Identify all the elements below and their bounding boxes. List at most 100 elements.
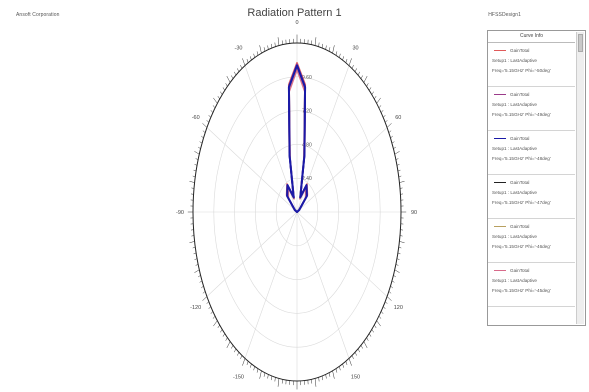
angle-tick (226, 75, 231, 83)
angle-tick-label: -90 (176, 210, 184, 216)
angle-tick (371, 91, 374, 95)
angle-tick (376, 320, 381, 327)
legend-scrollbar[interactable] (576, 32, 584, 324)
angle-tick (394, 269, 400, 273)
angle-tick (378, 105, 382, 109)
angle-tick-label: -30 (235, 45, 243, 51)
angle-tick (321, 375, 324, 381)
angle-tick (394, 151, 400, 155)
angle-tick (363, 341, 368, 349)
angle-tick-label: -150 (233, 375, 244, 381)
angle-tick (256, 51, 259, 56)
angle-tick (217, 324, 220, 329)
angle-tick (267, 374, 269, 379)
grid-spoke (206, 211, 298, 297)
angle-tick (242, 358, 246, 366)
angle-tick (225, 337, 228, 341)
legend-swatch (494, 226, 506, 228)
angle-tick (267, 45, 269, 50)
angle-tick (399, 187, 403, 189)
company-label: Ansoft Corporation (16, 12, 60, 18)
angle-tick (208, 114, 211, 118)
angle-tick (314, 37, 317, 46)
angle-tick-label: 60 (395, 115, 401, 121)
series-curve-highlight (286, 64, 308, 213)
grid-spoke (244, 211, 298, 359)
angle-tick (342, 56, 344, 61)
legend-entry: GainTotal Setup1 : LastAdaptive Freq='5.15… (488, 131, 575, 175)
angle-tick (383, 306, 386, 310)
legend-params: Freq='5.15GHz' Phi='-49deg' (492, 112, 551, 117)
radial-tick-label: 4.80 (302, 142, 312, 148)
angle-tick (274, 377, 276, 382)
angle-tick (388, 130, 392, 133)
legend-scrollbar-thumb[interactable] (578, 34, 583, 52)
angle-tick (210, 311, 214, 314)
angle-tick (385, 301, 388, 304)
angle-tick (357, 348, 360, 353)
angle-tick (202, 296, 208, 301)
angle-tick (354, 352, 357, 356)
angle-tick (388, 291, 392, 294)
angle-tick (194, 151, 200, 155)
angle-tick (328, 372, 331, 377)
angle-tick (246, 58, 249, 63)
radial-tick-label: 9.60 (302, 75, 312, 81)
angle-tick (213, 97, 218, 104)
polar-tick-marks (187, 34, 407, 390)
legend-params: Freq='5.15GHz' Phi='-48deg' (492, 156, 551, 161)
legend-series-name: GainTotal (510, 136, 530, 141)
angle-tick (360, 345, 363, 349)
angle-tick (192, 246, 196, 249)
angle-tick (253, 366, 255, 371)
angle-tick (202, 130, 206, 133)
angle-tick (393, 146, 396, 149)
legend-setup: Setup1 : LastAdaptive (492, 58, 537, 63)
legend-setup: Setup1 : LastAdaptive (492, 146, 537, 151)
angle-tick (194, 164, 198, 166)
angle-tick-label: -60 (192, 115, 200, 121)
curve-info-legend[interactable]: Curve Info GainTotal Setup1 : LastAdaptiv… (487, 30, 586, 326)
legend-series-name: GainTotal (510, 180, 530, 185)
legend-entry: GainTotal Setup1 : LastAdaptive Freq='5.15… (488, 263, 575, 307)
angle-tick (395, 158, 399, 160)
angle-tick (222, 87, 225, 91)
angle-tick (201, 285, 204, 289)
angle-tick (332, 370, 335, 379)
angle-tick (191, 187, 195, 189)
legend-series-row: GainTotal (488, 47, 575, 56)
angle-tick (263, 47, 266, 52)
legend-series-row: GainTotal (488, 267, 575, 276)
legend-setup: Setup1 : LastAdaptive (492, 234, 537, 239)
legend-series-row: GainTotal (488, 179, 575, 188)
angle-tick (335, 368, 338, 373)
angle-tick (360, 75, 363, 79)
angle-tick (206, 120, 209, 123)
legend-title: Curve Info (488, 31, 575, 43)
angle-tick (399, 180, 405, 183)
legend-params: Freq='5.15GHz' Phi='-46deg' (492, 244, 551, 249)
polar-tick-labels: 0306090120150-180-150-120-90-60-302.404.… (176, 20, 417, 381)
angle-tick (234, 348, 237, 353)
angle-tick (250, 56, 252, 61)
legend-entry: GainTotal Setup1 : LastAdaptive Freq='5.15… (488, 87, 575, 131)
angle-tick (234, 71, 237, 76)
angle-tick (237, 68, 240, 72)
radial-tick-label: 7.20 (302, 109, 312, 115)
legend-params: Freq='5.15GHz' Phi='-47deg' (492, 200, 551, 205)
angle-tick (202, 123, 208, 128)
angle-tick (351, 65, 354, 69)
angle-tick (240, 65, 243, 69)
angle-tick (380, 110, 384, 113)
grid-spoke (296, 211, 350, 359)
angle-tick (318, 42, 320, 47)
legend-series-name: GainTotal (510, 92, 530, 97)
series-curve (287, 68, 307, 213)
grid-spoke (296, 127, 388, 213)
angle-tick (194, 269, 200, 273)
angle-tick (246, 361, 249, 366)
angle-tick (354, 68, 357, 72)
angle-tick (385, 120, 388, 123)
angle-tick (206, 301, 209, 304)
legend-swatch (494, 182, 506, 184)
